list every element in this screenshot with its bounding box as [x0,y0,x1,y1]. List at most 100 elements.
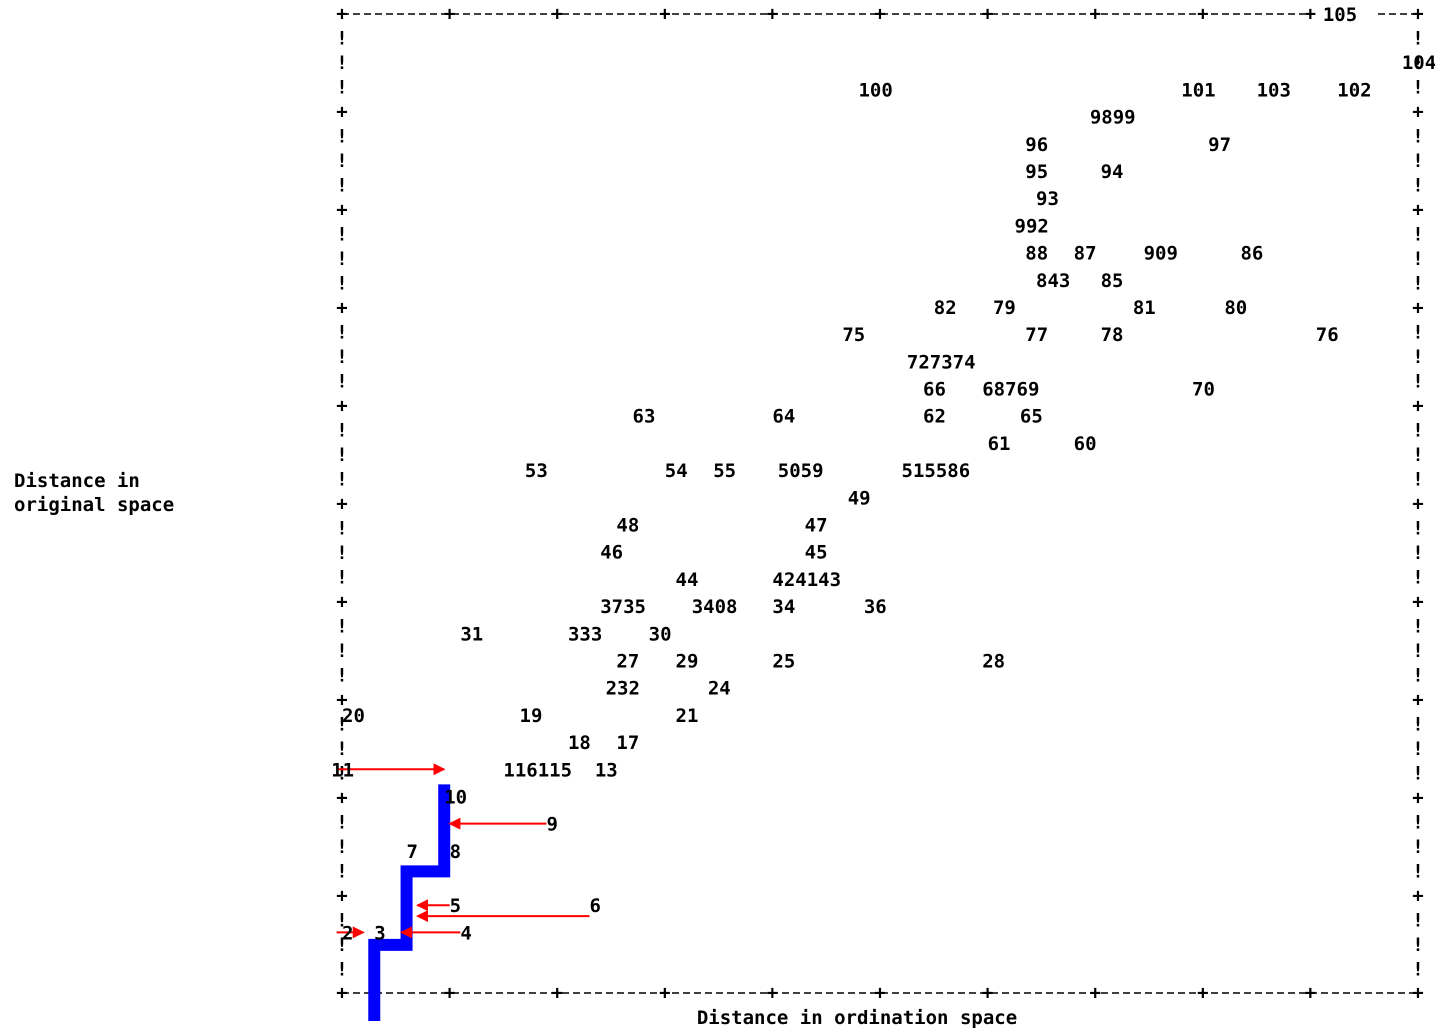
point-label: 88 [1025,243,1048,265]
point-label: 46 [600,542,623,564]
frame-left-mark: + [336,885,347,907]
point-label: 7 [407,841,418,863]
frame-left-mark: ! [336,126,347,148]
residual-arrows [336,763,590,939]
point-label: 86 [1240,243,1263,265]
point-label: 424143 [772,569,841,591]
point-label: 8 [450,841,461,863]
frame-right-mark: ! [1412,542,1423,564]
point-label: 49 [848,487,871,509]
frame-right-mark: ! [1412,959,1423,981]
frame-tick-plus: + [336,3,347,25]
frame-left-mark: ! [336,469,347,491]
frame-left-mark: ! [336,542,347,564]
point-label: 96 [1025,134,1048,156]
frame-right-mark: + [1412,199,1423,221]
point-label: 24 [708,678,731,700]
frame-tick-plus: + [767,982,778,1004]
point-label: 29 [676,650,699,672]
frame-tick-plus: + [444,982,455,1004]
point-label: 19 [520,705,543,727]
frame-left-mark: ! [336,836,347,858]
frame-left-mark: ! [336,248,347,270]
frame-right-mark: ! [1412,346,1423,368]
point-label: 101 [1181,79,1215,101]
point-label: 97 [1208,134,1231,156]
frame-right-mark: ! [1412,150,1423,172]
frame-left-mark: ! [336,910,347,932]
point-label: 47 [805,515,828,537]
monotone-regression-line [368,784,451,1021]
point-label: 9 [546,814,557,836]
point-label: 95 [1025,161,1048,183]
frame-left-mark: ! [336,738,347,760]
frame-right-mark: ! [1412,836,1423,858]
frame-left-mark: ! [336,763,347,785]
frame-right-mark: ! [1412,224,1423,246]
frame-tick-plus: + [1412,3,1423,25]
frame-left-mark: ! [336,346,347,368]
point-label: 909 [1144,243,1178,265]
frame-left-mark: ! [336,322,347,344]
point-label: 75 [842,324,865,346]
point-label: 61 [988,433,1011,455]
point-label: 93 [1036,188,1059,210]
frame-tick-plus: + [982,3,993,25]
frame-right-mark: ! [1412,910,1423,932]
point-label: 102 [1337,79,1371,101]
frame-left-mark: + [336,591,347,613]
frame-right-mark: ! [1412,420,1423,442]
point-label: 78 [1101,324,1124,346]
frame-right-mark: ! [1412,861,1423,883]
point-label: 9899 [1090,107,1136,129]
frame-right-mark: ! [1412,763,1423,785]
frame-right-mark: + [1412,591,1423,613]
frame-left-mark: ! [336,959,347,981]
point-label: 5 [450,895,461,917]
frame-left-mark: ! [336,640,347,662]
frame-left-mark: ! [336,444,347,466]
point-label: 116115 [503,759,572,781]
frame-tick-plus: + [874,3,885,25]
point-label: 3408 [692,596,738,618]
point-label: 79 [993,297,1016,319]
point-label: 66 [923,379,946,401]
frame-left-mark: ! [336,150,347,172]
point-label: 10 [444,786,467,808]
point-label: 45 [805,542,828,564]
frame-left-mark: ! [336,28,347,50]
point-label: 4 [460,922,471,944]
frame-left-mark: ! [336,567,347,589]
point-label: 13 [595,759,618,781]
frame-right-mark: + [1412,787,1423,809]
point-label: 81 [1133,297,1156,319]
frame-tick-plus: + [336,982,347,1004]
point-label: 85 [1101,270,1124,292]
point-label: 80 [1224,297,1247,319]
point-label: 103 [1257,79,1291,101]
frame-right-mark: ! [1412,616,1423,638]
frame-right-mark: ! [1412,444,1423,466]
frame-top-label: 105 [1323,4,1357,26]
point-label: 76 [1316,324,1339,346]
point-label: 30 [649,623,672,645]
point-label: 100 [858,79,892,101]
frame-left-mark: ! [336,665,347,687]
frame-left-mark: + [336,199,347,221]
point-label: 20 [342,705,365,727]
frame-right-mark: ! [1412,175,1423,197]
frame-right-mark: ! [1412,273,1423,295]
point-label: 53 [525,460,548,482]
frame-left-mark: ! [336,371,347,393]
point-label: 63 [633,406,656,428]
point-label: 2 [342,922,353,944]
frame-left-mark: ! [336,224,347,246]
x-axis-label: Distance in ordination space [697,1007,1017,1028]
point-label: 3735 [600,596,646,618]
frame-right-mark: ! [1412,714,1423,736]
frame-right-mark: ! [1412,665,1423,687]
plot-frame: ++++++++++++++++++++++!!!!! !+ +!!!!! !+ +!!… [336,3,1423,1004]
point-label: 21 [676,705,699,727]
